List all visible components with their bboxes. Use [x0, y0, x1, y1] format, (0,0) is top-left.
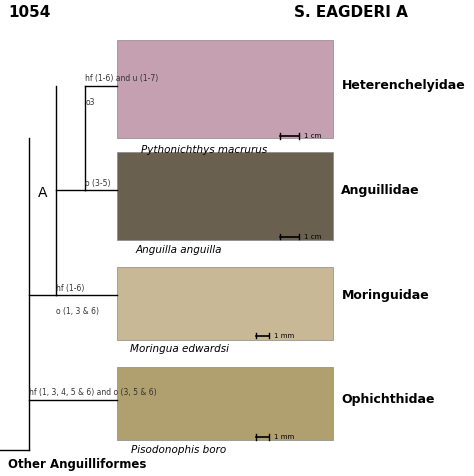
Text: Anguilla anguilla: Anguilla anguilla: [136, 245, 222, 255]
Text: 1 cm: 1 cm: [303, 133, 321, 139]
Text: hf (1, 3, 4, 5 & 6) and o (3, 5 & 6): hf (1, 3, 4, 5 & 6) and o (3, 5 & 6): [29, 388, 157, 397]
Text: A: A: [38, 186, 48, 200]
Text: hf (1-6) and u (1-7): hf (1-6) and u (1-7): [85, 74, 159, 83]
Text: Moringuidae: Moringuidae: [341, 288, 429, 302]
Text: o (1, 3 & 6): o (1, 3 & 6): [56, 307, 99, 316]
Text: S. EAGDERI A: S. EAGDERI A: [294, 5, 408, 20]
Text: o3: o3: [85, 98, 95, 107]
FancyBboxPatch shape: [117, 367, 333, 440]
FancyBboxPatch shape: [117, 40, 333, 138]
Text: Pythonichthys macrurus: Pythonichthys macrurus: [141, 145, 267, 155]
Text: 1 cm: 1 cm: [303, 234, 321, 239]
Text: Heterenchelyidae: Heterenchelyidae: [341, 79, 465, 92]
Text: Moringua edwardsi: Moringua edwardsi: [129, 344, 228, 354]
Text: 1 mm: 1 mm: [273, 434, 294, 440]
Text: Ophichthidae: Ophichthidae: [341, 393, 435, 407]
Text: Pisodonophis boro: Pisodonophis boro: [131, 445, 227, 455]
Text: 1 mm: 1 mm: [273, 333, 294, 338]
Text: hf (1-6): hf (1-6): [56, 284, 84, 293]
Text: Anguillidae: Anguillidae: [341, 184, 420, 197]
Text: Other Anguilliformes: Other Anguilliformes: [9, 458, 146, 471]
FancyBboxPatch shape: [117, 152, 333, 240]
Text: o (3-5): o (3-5): [85, 179, 111, 188]
Text: 1054: 1054: [9, 5, 51, 20]
FancyBboxPatch shape: [117, 267, 333, 340]
